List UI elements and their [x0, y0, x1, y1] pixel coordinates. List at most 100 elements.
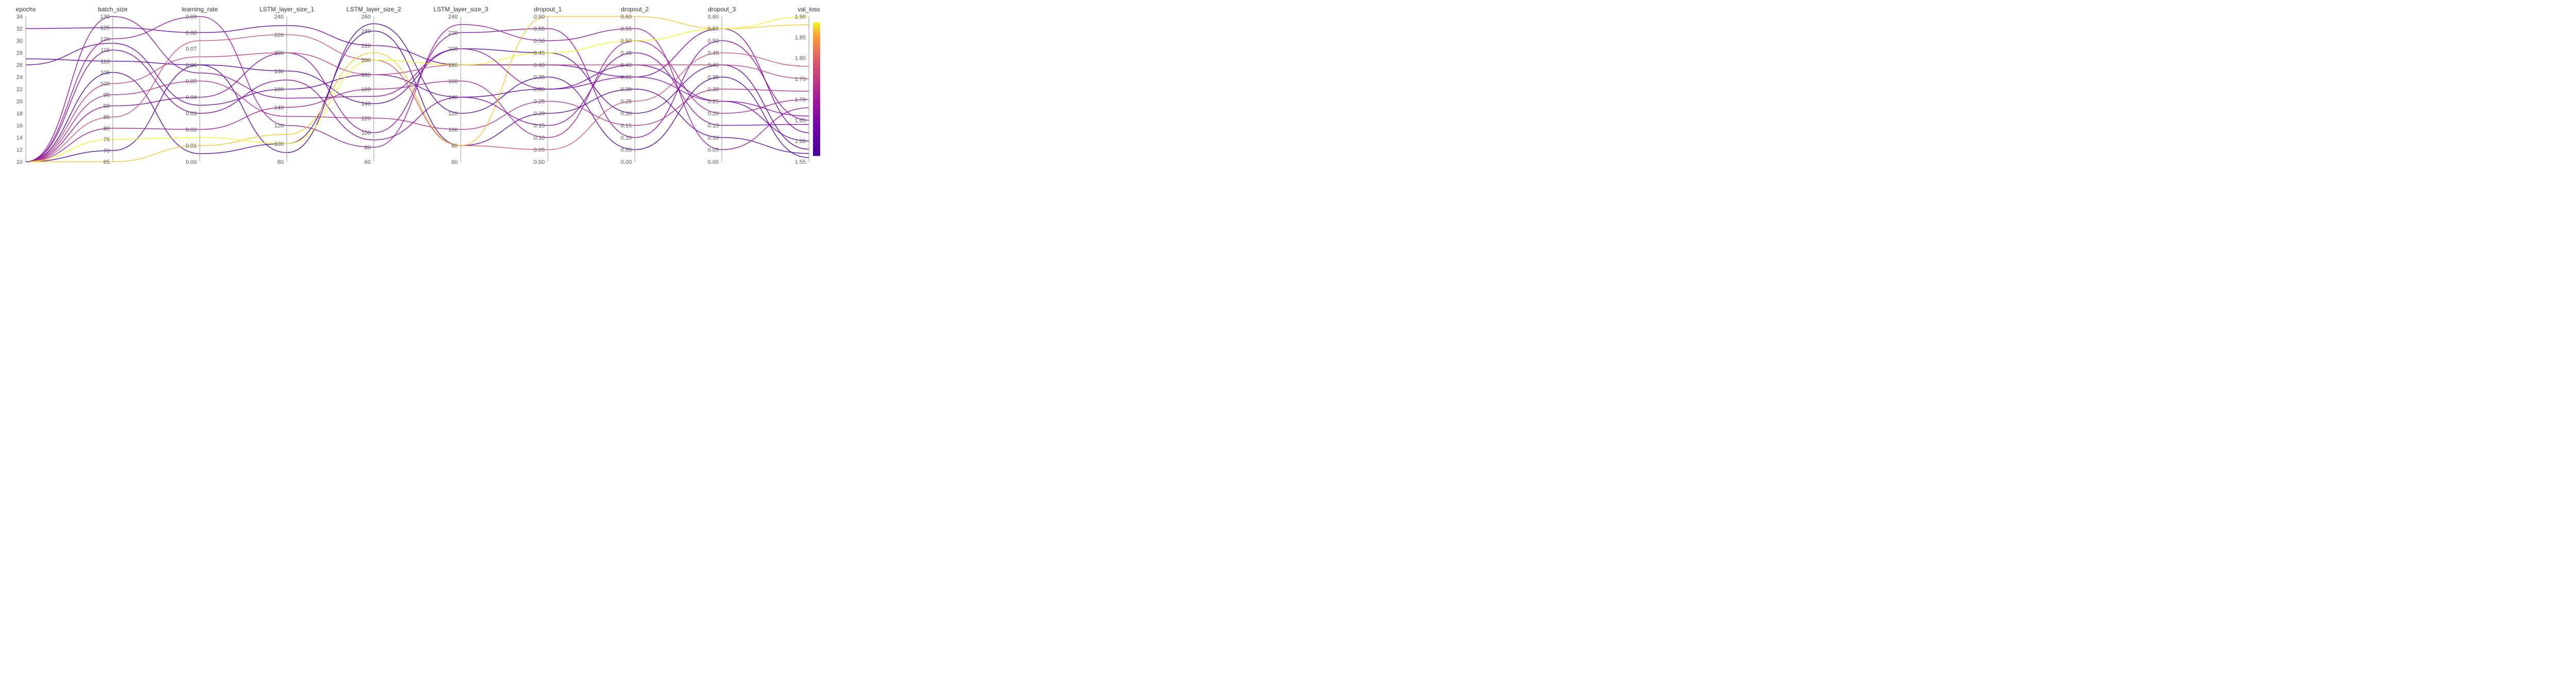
axis-label: epochs — [16, 6, 36, 13]
tick-label: 0.01 — [185, 143, 196, 149]
tick-label: 16 — [16, 123, 23, 129]
tick-label: 0.35 — [621, 75, 632, 81]
tick-label: 220 — [361, 43, 370, 49]
axis-label: learning_rate — [182, 6, 218, 13]
tick-label: 180 — [274, 69, 283, 75]
tick-label: 0.40 — [534, 62, 545, 69]
tick-label: 240 — [361, 28, 370, 35]
tick-label: 0.25 — [621, 99, 632, 105]
tick-label: 1.55 — [795, 159, 806, 165]
axis-dropout_3[interactable]: dropout_30.000.050.100.150.200.250.300.3… — [708, 6, 736, 165]
tick-label: 80 — [104, 126, 110, 132]
tick-label: 0.00 — [708, 159, 719, 165]
axis-label: val_loss — [798, 6, 820, 13]
axis-label: dropout_1 — [534, 6, 562, 13]
tick-label: 0.55 — [534, 26, 545, 32]
axis-LSTM_layer_size_2[interactable]: LSTM_layer_size_260801001201401601802002… — [347, 6, 401, 165]
tick-label: 0.30 — [621, 87, 632, 93]
axis-label: LSTM_layer_size_1 — [260, 6, 314, 13]
axis-learning_rate[interactable]: learning_rate0.000.010.020.030.040.050.0… — [182, 6, 218, 165]
trial-line — [26, 29, 809, 162]
tick-label: 18 — [16, 111, 23, 117]
axis-batch_size[interactable]: batch_size657075808590951001051101151201… — [98, 6, 128, 165]
tick-label: 0.02 — [185, 127, 196, 133]
axis-label: LSTM_layer_size_2 — [347, 6, 401, 13]
tick-label: 0.60 — [708, 14, 719, 20]
tick-label: 180 — [361, 72, 370, 78]
tick-label: 0.55 — [621, 26, 632, 32]
tick-label: 26 — [16, 62, 23, 69]
tick-label: 0.00 — [185, 159, 196, 165]
tick-label: 220 — [274, 32, 283, 38]
tick-label: 260 — [361, 14, 370, 20]
tick-label: 0.25 — [534, 99, 545, 105]
parallel-coordinates-chart: epochs10121416182022242628303234batch_si… — [0, 0, 841, 171]
tick-label: 100 — [274, 141, 283, 147]
tick-label: 0.10 — [534, 135, 545, 141]
tick-label: 22 — [16, 87, 23, 93]
tick-label: 0.50 — [534, 38, 545, 44]
tick-label: 0.35 — [708, 75, 719, 81]
tick-label: 0.15 — [621, 123, 632, 129]
tick-label: 0.07 — [185, 46, 196, 53]
tick-label: 0.20 — [534, 111, 545, 117]
tick-label: 80 — [277, 159, 283, 165]
tick-label: 200 — [448, 46, 457, 53]
tick-label: 140 — [448, 95, 457, 101]
axis-LSTM_layer_size_1[interactable]: LSTM_layer_size_180100120140160180200220… — [260, 6, 314, 165]
tick-label: 0.00 — [534, 159, 545, 165]
tick-label: 0.03 — [185, 111, 196, 117]
tick-label: 1.60 — [795, 139, 806, 145]
tick-label: 110 — [100, 59, 110, 65]
tick-label: 12 — [16, 147, 23, 153]
tick-label: 70 — [104, 148, 110, 154]
tick-label: 0.10 — [621, 135, 632, 141]
chart-svg: epochs10121416182022242628303234batch_si… — [0, 0, 841, 171]
tick-label: 60 — [364, 159, 370, 165]
tick-label: 0.09 — [185, 14, 196, 20]
tick-label: 0.05 — [534, 147, 545, 153]
trial-line — [26, 35, 809, 162]
trial-line — [26, 50, 809, 162]
axis-dropout_2[interactable]: dropout_20.000.050.100.150.200.250.300.3… — [621, 6, 649, 165]
tick-label: 140 — [361, 101, 370, 107]
tick-label: 160 — [361, 87, 370, 93]
tick-label: 85 — [104, 114, 110, 121]
tick-label: 1.80 — [795, 56, 806, 62]
axis-label: LSTM_layer_size_3 — [433, 6, 488, 13]
tick-label: 220 — [448, 30, 457, 36]
tick-label: 0.60 — [621, 14, 632, 20]
tick-label: 1.70 — [795, 97, 806, 103]
tick-label: 0.05 — [708, 147, 719, 153]
tick-label: 0.40 — [708, 62, 719, 69]
tick-label: 34 — [16, 14, 23, 20]
tick-label: 0.45 — [534, 50, 545, 57]
tick-label: 240 — [448, 14, 457, 20]
axis-epochs[interactable]: epochs10121416182022242628303234 — [16, 6, 36, 165]
tick-label: 115 — [100, 47, 110, 54]
axis-label: batch_size — [98, 6, 128, 13]
trial-line — [26, 41, 809, 162]
tick-label: 0.45 — [708, 50, 719, 57]
tick-label: 120 — [361, 115, 370, 122]
tick-label: 100 — [100, 81, 110, 87]
tick-label: 0.40 — [621, 62, 632, 69]
tick-label: 0.15 — [534, 123, 545, 129]
tick-label: 120 — [274, 123, 283, 129]
tick-label: 105 — [100, 70, 110, 76]
tick-label: 14 — [16, 135, 23, 141]
tick-label: 0.25 — [708, 99, 719, 105]
tick-label: 0.50 — [708, 38, 719, 44]
axis-dropout_1[interactable]: dropout_10.000.050.100.150.200.250.300.3… — [534, 6, 562, 165]
tick-label: 0.45 — [621, 50, 632, 57]
tick-label: 0.05 — [621, 147, 632, 153]
axis-label: dropout_2 — [621, 6, 649, 13]
tick-label: 0.00 — [621, 159, 632, 165]
tick-label: 160 — [448, 78, 457, 84]
tick-label: 1.90 — [795, 14, 806, 20]
tick-label: 180 — [448, 62, 457, 69]
tick-label: 130 — [100, 14, 110, 20]
tick-label: 0.04 — [185, 95, 196, 101]
colorbar — [813, 22, 820, 156]
tick-label: 200 — [274, 50, 283, 57]
